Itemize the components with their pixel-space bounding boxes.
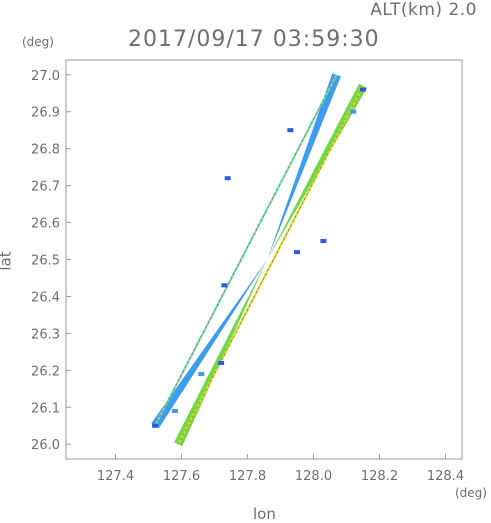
y-tick-label: 26.7 (31, 180, 60, 195)
radar-echo-point (221, 283, 228, 288)
y-tick-label: 27.0 (31, 69, 60, 84)
radar-swath-0-upper (267, 73, 341, 260)
x-axis-unit: (deg) (455, 486, 487, 500)
altitude-label: ALT(km) 2.0 (370, 0, 477, 20)
x-tick-label: 128.2 (361, 469, 398, 484)
radar-echo-point (224, 176, 231, 181)
y-tick-label: 26.6 (31, 217, 60, 232)
radar-echo-point (198, 372, 205, 377)
radar-echo-point (171, 408, 178, 413)
radar-echo-point (350, 109, 357, 114)
y-tick-label: 26.3 (31, 327, 60, 342)
y-tick-label: 26.2 (31, 364, 60, 379)
radar-echo-point (320, 239, 327, 244)
x-axis-label: lon (253, 505, 276, 523)
radar-echo-point (152, 423, 159, 428)
radar-echo-point (360, 87, 366, 92)
radar-swath-1-lower (174, 259, 268, 447)
x-tick-label: 128.4 (427, 469, 464, 484)
x-tick-label: 127.4 (97, 469, 134, 484)
radar-echo-point (218, 360, 225, 365)
radar-echo-point (287, 128, 294, 133)
y-tick-label: 26.5 (31, 254, 60, 269)
y-tick-label: 26.8 (31, 143, 60, 158)
y-tick-label: 26.1 (31, 401, 60, 416)
radar-swaths (151, 73, 367, 447)
radar-swath-center-1 (177, 85, 364, 445)
plot-frame (65, 59, 463, 460)
radar-swath-0-lower (151, 259, 268, 429)
x-tick-label: 127.6 (163, 469, 200, 484)
radar-echoes (152, 87, 366, 428)
radar-swath-center-0 (154, 74, 337, 426)
y-tick-label: 26.0 (31, 438, 60, 453)
y-axis-unit: (deg) (22, 35, 54, 49)
timestamp-title: 2017/09/17 03:59:30 (128, 27, 380, 52)
y-tick-label: 26.9 (31, 106, 60, 121)
radar-echo-point (294, 250, 300, 255)
y-tick-label: 26.4 (31, 290, 60, 305)
axis-ticks: 127.4 127.6 127.8 128.0 128.2 128.4 26.0 26.1 26… (31, 69, 464, 484)
x-tick-label: 128.0 (295, 469, 332, 484)
x-tick-label: 127.8 (229, 469, 266, 484)
